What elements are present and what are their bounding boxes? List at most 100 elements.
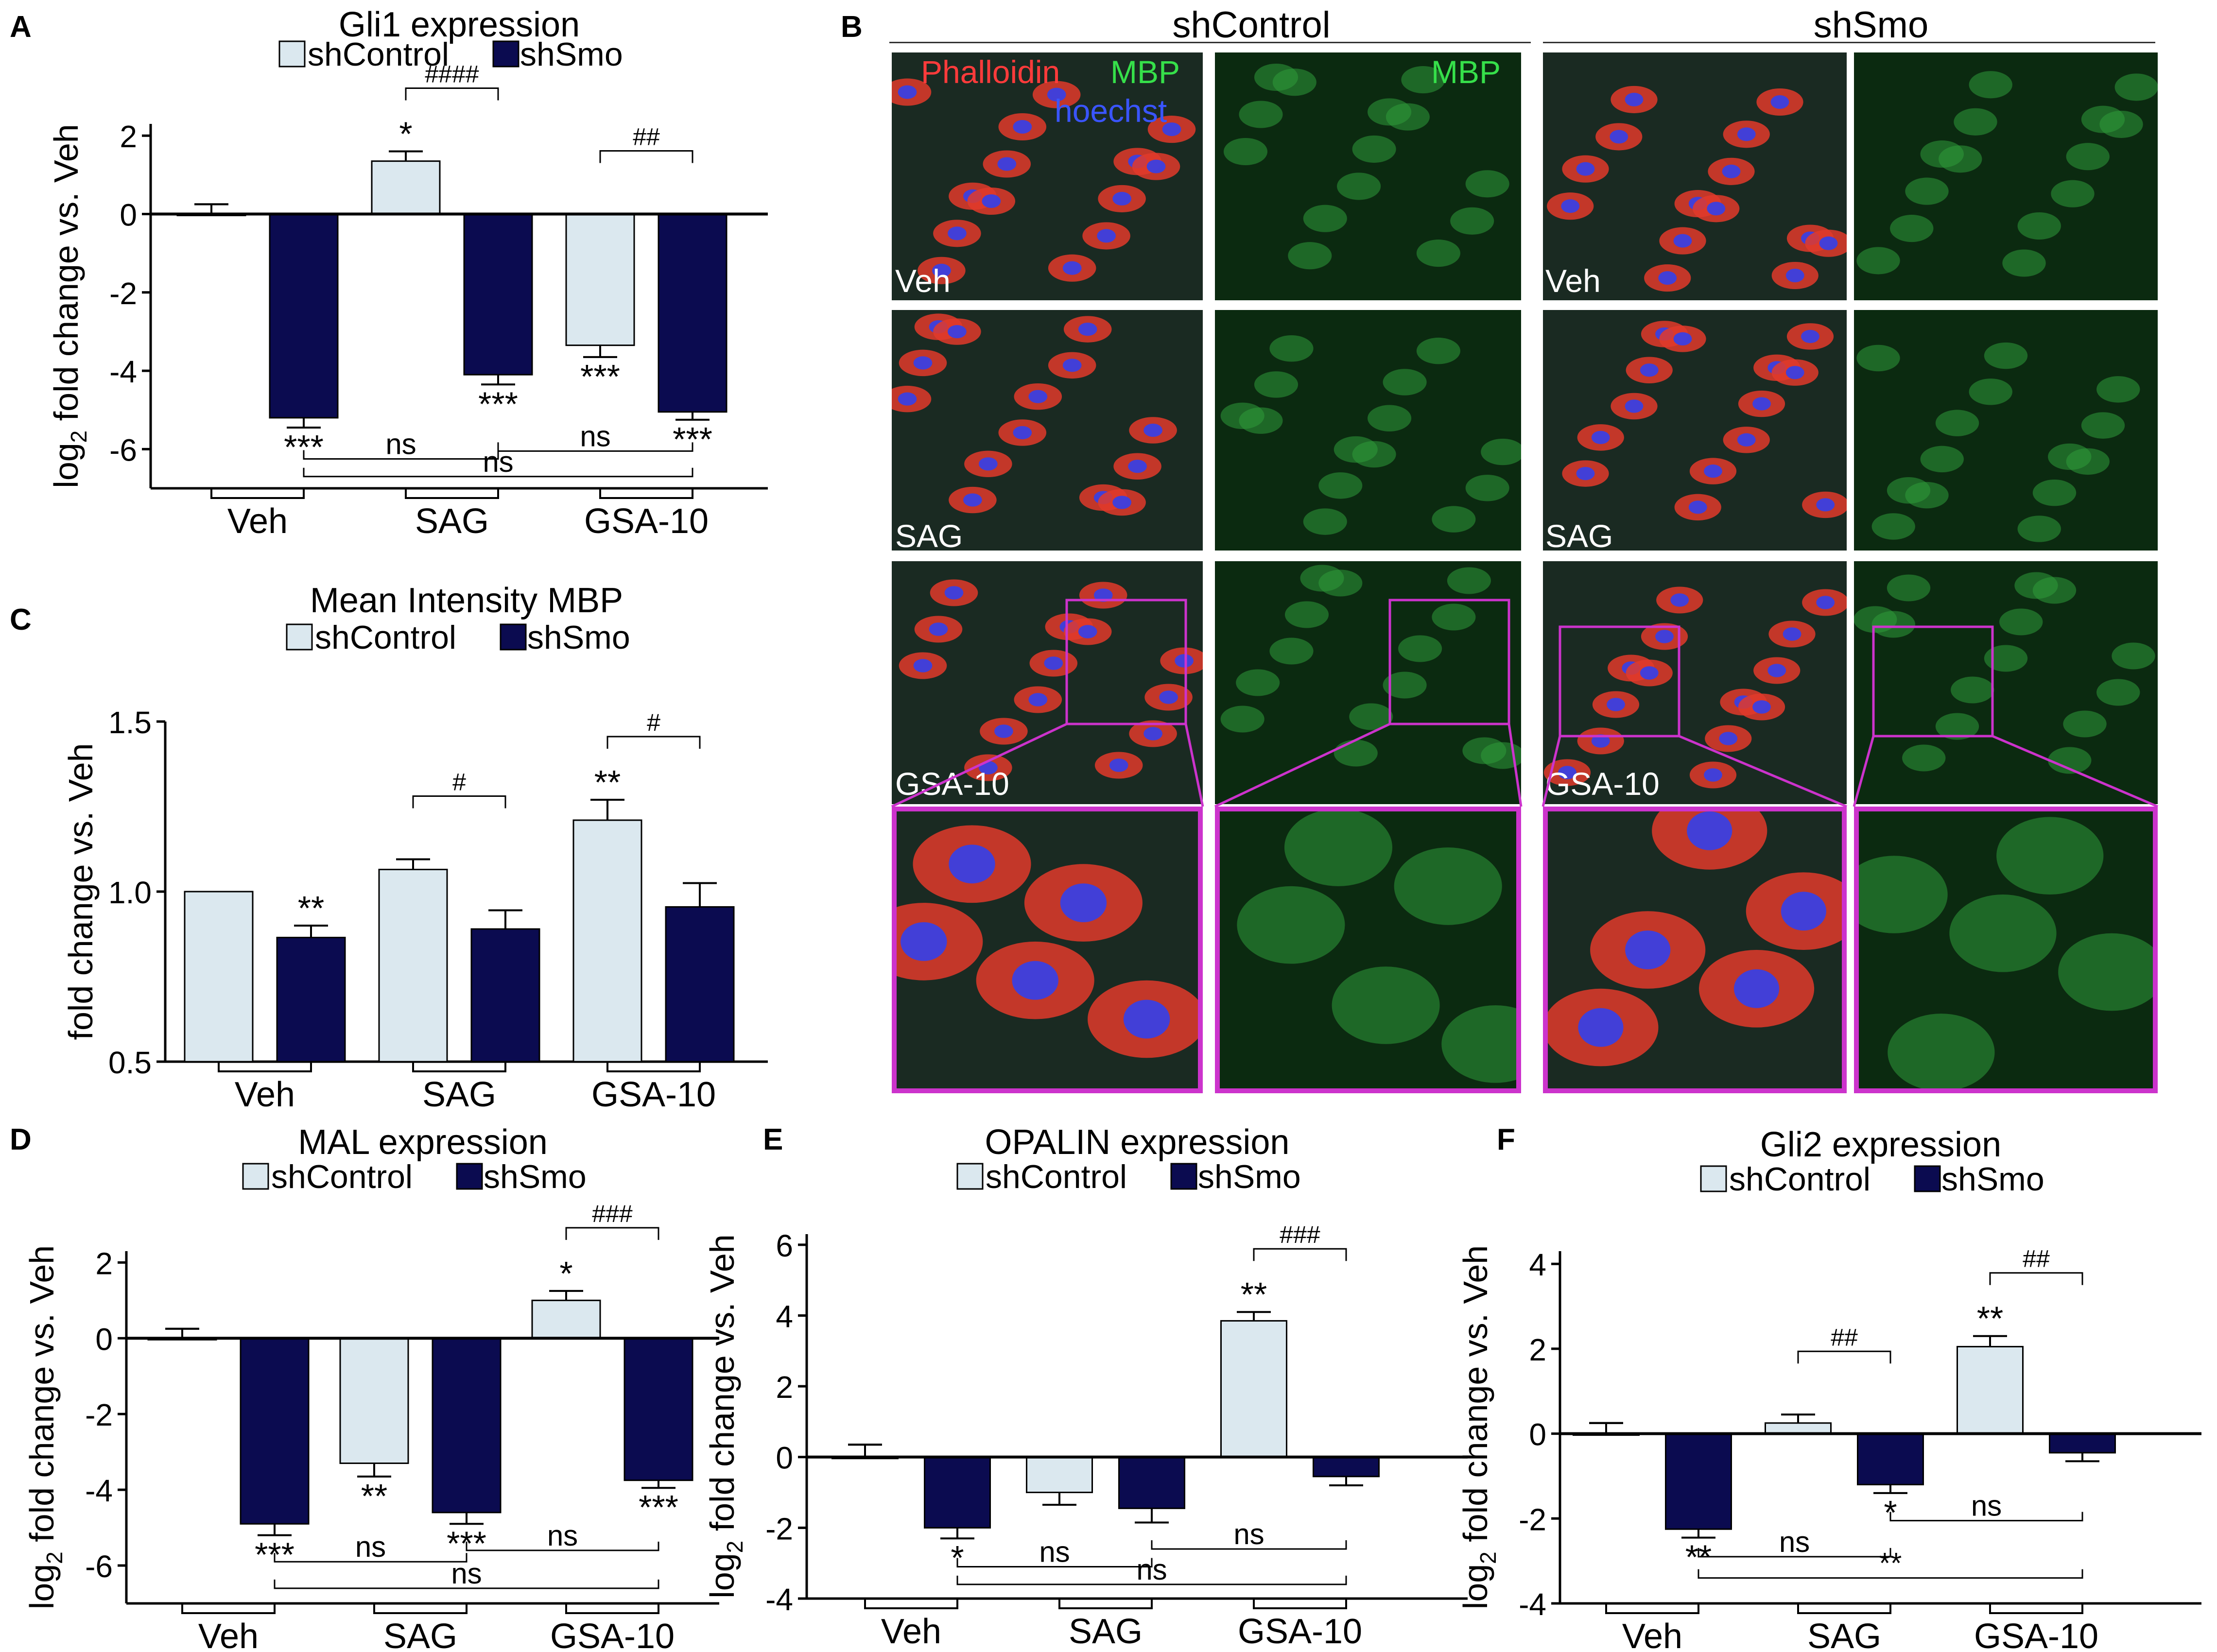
y-axis-label: fold change vs. Veh: [62, 743, 100, 1040]
category-label: SAG: [1807, 1617, 1881, 1652]
y-tick-label: 2: [95, 1246, 113, 1281]
y-axis-label: log2 fold change vs. Veh: [703, 1234, 747, 1598]
legend-label-shsmo: shSmo: [1198, 1158, 1301, 1195]
hash-label: ####: [425, 60, 479, 87]
column-divider-shsmo: [1543, 42, 2155, 43]
y-tick-label: 1.5: [108, 705, 152, 740]
bar-shsmo-veh: [276, 937, 346, 1063]
ns-label: ns: [1136, 1553, 1167, 1586]
significance-star: *: [399, 115, 412, 153]
legend-swatch-shcontrol: [956, 1163, 984, 1190]
zoom-line: [891, 723, 1068, 808]
category-bracket: [1058, 1599, 1153, 1609]
bar-shsmo-veh: [240, 1337, 310, 1525]
legend-swatch-shcontrol: [242, 1163, 269, 1190]
category-label: GSA-10: [1974, 1617, 2098, 1652]
y-tick-label: 0: [95, 1322, 113, 1357]
ns-bracket: [466, 1541, 659, 1551]
panel-letter-d: D: [10, 1123, 32, 1156]
legend-label-shcontrol: shControl: [271, 1158, 413, 1195]
legend-swatch-shsmo: [492, 40, 520, 68]
y-tick-label: -4: [765, 1582, 793, 1617]
significance-star: **: [1977, 1300, 2003, 1338]
ns-bracket: [956, 1558, 1153, 1567]
category-label: SAG: [383, 1617, 457, 1652]
micrograph-2-1: [1215, 561, 1521, 804]
legend-label-shcontrol: shControl: [1729, 1161, 1871, 1198]
bar-shsmo-sag: [463, 213, 533, 376]
legend-swatch-shsmo: [456, 1163, 483, 1190]
label-mbp: MBP: [1110, 54, 1180, 90]
micrograph-2-3: [1854, 561, 2158, 804]
category-label: GSA-10: [591, 1075, 716, 1114]
ns-label: ns: [385, 428, 416, 461]
y-tick-label: -4: [109, 354, 137, 389]
category-label: SAG: [415, 502, 489, 541]
bar-shsmo-sag: [432, 1337, 502, 1514]
micrograph-3-0: [892, 807, 1203, 1093]
column-label-shcontrol: shControl: [1172, 4, 1331, 46]
category-label: GSA-10: [550, 1617, 675, 1652]
significance-star: *: [951, 1539, 964, 1577]
category-bracket: [565, 1603, 659, 1614]
panel-letter-c: C: [10, 603, 32, 637]
chart-title: Mean Intensity MBP: [310, 581, 623, 620]
significance-star: *: [559, 1255, 572, 1292]
hash-bracket: [599, 150, 693, 163]
hash-bracket: [405, 87, 499, 101]
hash-bracket: [1253, 1248, 1347, 1261]
ns-label: ns: [451, 1557, 482, 1590]
chart-title: OPALIN expression: [985, 1123, 1290, 1162]
label-phalloidin: Phalloidin: [921, 54, 1060, 90]
significance-star: ***: [580, 358, 620, 396]
category-label: Veh: [1622, 1617, 1682, 1652]
zoom-line: [1992, 735, 2158, 808]
legend-label-shsmo: shSmo: [520, 36, 623, 73]
label-hoechst: hoechst: [1055, 93, 1167, 129]
chart-title: Gli2 expression: [1760, 1125, 2001, 1164]
micrograph-0-3: [1854, 52, 2158, 300]
row-label-veh-2: Veh: [1545, 263, 1601, 299]
y-axis-label: log2 fold change vs. Veh: [23, 1245, 67, 1609]
hash-label: #: [452, 769, 466, 796]
ns-bracket: [1151, 1540, 1347, 1550]
y-tick-label: -4: [85, 1473, 113, 1508]
y-tick-label: 4: [776, 1299, 793, 1334]
ns-bracket: [303, 467, 693, 478]
micrograph-1-2: [1543, 310, 1847, 551]
category-bracket: [373, 1603, 468, 1614]
y-tick-label: 2: [1529, 1332, 1546, 1367]
hash-bracket: [1797, 1350, 1891, 1364]
legend-swatch-shsmo: [500, 623, 527, 651]
zoom-line: [1679, 735, 1847, 808]
significance-star: ***: [639, 1488, 678, 1526]
y-axis-label: log2 fold change vs. Veh: [47, 124, 91, 488]
row-label-sag-1: SAG: [895, 518, 963, 554]
significance-star: ***: [478, 385, 518, 423]
category-label: Veh: [235, 1075, 295, 1114]
y-tick-label: -6: [109, 432, 137, 467]
y-tick-label: 1.0: [108, 875, 152, 910]
bar-shsmo-veh: [269, 213, 339, 419]
category-label: Veh: [198, 1617, 259, 1652]
ns-label: ns: [1971, 1490, 2002, 1522]
zoom-line: [1542, 736, 1561, 807]
ns-label: ns: [1039, 1535, 1070, 1568]
column-label-shsmo: shSmo: [1813, 4, 1929, 46]
category-bracket: [606, 1062, 701, 1072]
category-label: Veh: [227, 502, 288, 541]
zoom-box: [1872, 625, 1994, 738]
panel-letter-e: E: [763, 1123, 783, 1156]
bar-shsmo-gsa-10: [658, 213, 727, 413]
y-tick-label: -2: [109, 276, 137, 311]
micrograph-3-1: [1215, 807, 1521, 1093]
category-bracket: [1605, 1603, 1699, 1614]
micrograph-1-1: [1215, 310, 1521, 551]
zoom-box: [1559, 625, 1680, 738]
category-bracket: [864, 1599, 958, 1609]
bar-shsmo-sag: [1857, 1433, 1924, 1485]
micrograph-0-0: [892, 52, 1203, 300]
y-tick-label: 2: [120, 119, 137, 154]
